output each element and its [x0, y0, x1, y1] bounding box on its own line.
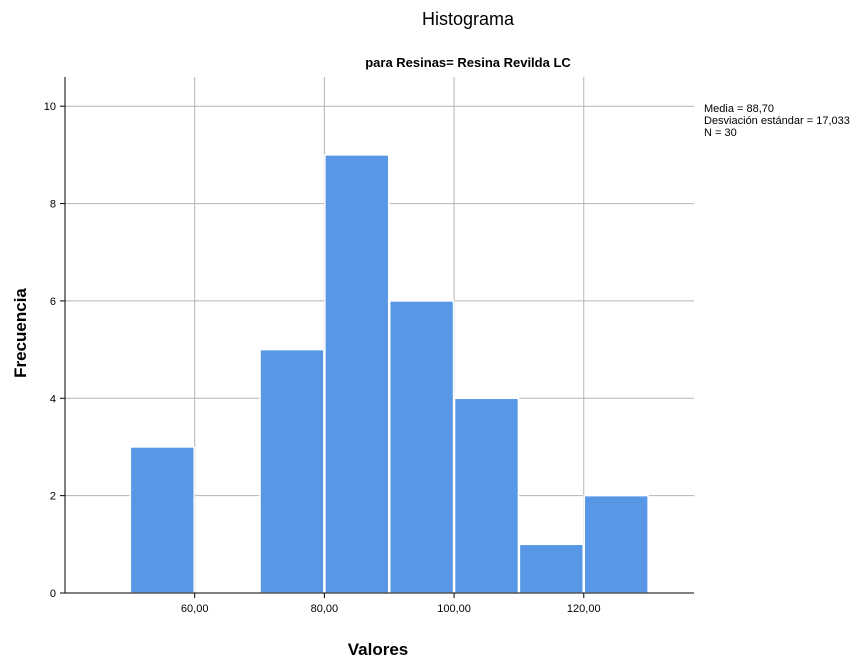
statistics-legend: Media = 88,70 Desviación estándar = 17,0…: [704, 103, 850, 139]
y-tick-label: 4: [50, 393, 56, 405]
y-axis-title: Frecuencia: [11, 288, 30, 378]
y-tick-label: 6: [50, 296, 56, 308]
histogram-bar: [518, 543, 585, 594]
y-tick-label: 2: [50, 491, 56, 503]
histogram-bar: [129, 446, 195, 594]
histogram-bar: [388, 300, 455, 594]
stat-n: N = 30: [704, 127, 737, 139]
x-axis-ticks: 60,00 80,00 100,00 120,00: [181, 593, 601, 615]
chart-subtitle: para Resinas= Resina Revilda LC: [365, 55, 571, 70]
y-tick-label: 0: [50, 588, 56, 600]
axes: [64, 77, 694, 594]
x-axis-title: Valores: [348, 640, 409, 659]
y-tick-label: 10: [44, 101, 56, 113]
x-tick-label: 80,00: [311, 603, 339, 615]
stat-std-dev: Desviación estándar = 17,033: [704, 115, 850, 127]
histogram-bar: [583, 494, 649, 594]
histogram-bar: [453, 397, 520, 594]
chart-title: Histograma: [422, 9, 515, 29]
x-tick-label: 100,00: [437, 603, 471, 615]
histogram-bars: [129, 154, 649, 594]
stat-mean: Media = 88,70: [704, 103, 774, 115]
x-tick-label: 60,00: [181, 603, 209, 615]
y-axis-ticks: 0 2 4 6 8 10: [44, 101, 65, 600]
histogram-bar: [324, 154, 390, 594]
y-tick-label: 8: [50, 199, 56, 211]
x-tick-label: 120,00: [567, 603, 601, 615]
histogram-bar: [259, 348, 325, 594]
